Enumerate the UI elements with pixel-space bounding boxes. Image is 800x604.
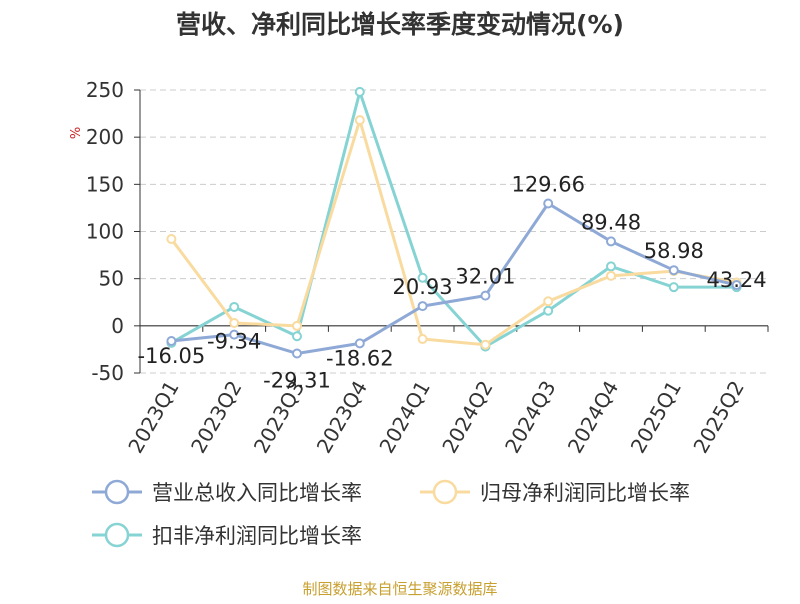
- data-point: [417, 334, 428, 345]
- data-label: 20.93: [393, 275, 453, 299]
- data-point: [543, 296, 554, 307]
- legend-swatch-marker: [104, 479, 130, 505]
- series-line: [171, 202, 737, 355]
- data-label: -16.05: [138, 344, 206, 368]
- data-point: [354, 338, 365, 349]
- x-tick-label: 2024Q1: [374, 377, 434, 458]
- legend-label: 营业总收入同比增长率: [152, 481, 362, 505]
- x-tick-label: 2023Q2: [186, 377, 246, 458]
- data-point: [229, 329, 240, 340]
- data-point: [417, 272, 428, 283]
- data-point: [480, 290, 491, 301]
- data-point: [229, 318, 240, 329]
- data-point: [606, 236, 616, 247]
- y-tick-label: 250: [86, 78, 124, 102]
- grid-layer: [140, 89, 768, 374]
- data-point: [668, 265, 679, 276]
- legend-label: 归母净利润同比增长率: [480, 481, 690, 505]
- series-layer: [166, 86, 742, 359]
- data-point: [606, 270, 616, 281]
- data-point: [229, 301, 240, 312]
- data-label: 129.66: [511, 173, 584, 197]
- series-line: [170, 118, 737, 347]
- legend-item: 归母净利润同比增长率: [420, 479, 690, 505]
- y-tick-label: 100: [86, 220, 124, 244]
- data-label: 32.01: [455, 265, 515, 289]
- data-label-layer: -16.05-9.34-29.31-18.62 20.93 32.01 129.66 8…: [138, 173, 767, 393]
- legend-item: 营业总收入同比增长率: [92, 479, 362, 505]
- data-point: [354, 115, 365, 126]
- y-tick-label: 50: [99, 267, 124, 291]
- data-label: -9.34: [207, 330, 261, 354]
- data-label: 89.48: [581, 210, 641, 234]
- y-axis-unit-label: %: [69, 127, 84, 139]
- data-point: [543, 305, 554, 316]
- data-point: [292, 320, 302, 331]
- data-label: 58.98: [644, 239, 704, 263]
- legend-swatch-marker: [104, 522, 130, 548]
- series-line: [170, 90, 737, 349]
- data-point: [166, 335, 177, 346]
- data-point: [731, 280, 742, 291]
- x-tick-label: 2025Q2: [688, 377, 748, 458]
- y-tick-label: 150: [86, 172, 124, 196]
- y-tick-label: 0: [111, 314, 124, 338]
- legend-label: 扣非净利润同比增长率: [152, 524, 362, 548]
- data-point: [166, 234, 177, 245]
- chart-title: 营收、净利同比增长率季度变动情况(%): [176, 10, 624, 39]
- data-point: [417, 301, 428, 312]
- data-label: 43.24: [707, 268, 767, 292]
- data-point: [292, 348, 302, 359]
- x-tick-label: 2024Q4: [563, 377, 623, 458]
- footer-source: 制图数据来自恒生聚源数据库: [302, 580, 497, 598]
- data-point: [480, 339, 491, 350]
- data-point: [354, 86, 365, 97]
- data-point: [606, 261, 616, 272]
- y-tick-label: -50: [91, 361, 124, 385]
- legend-item: 扣非净利润同比增长率: [92, 522, 362, 548]
- x-tick-label: 2025Q1: [626, 377, 686, 458]
- data-label: -29.31: [263, 368, 331, 392]
- x-tick-label: 2023Q1: [123, 377, 183, 458]
- x-tick-label: 2024Q3: [500, 377, 560, 458]
- data-label: -18.62: [326, 346, 394, 370]
- data-point: [292, 331, 302, 342]
- data-point: [668, 282, 679, 293]
- legend-swatch-marker: [432, 479, 458, 505]
- x-tick-label: 2024Q2: [437, 377, 497, 458]
- y-tick-label: 200: [86, 125, 124, 149]
- data-point: [543, 198, 554, 209]
